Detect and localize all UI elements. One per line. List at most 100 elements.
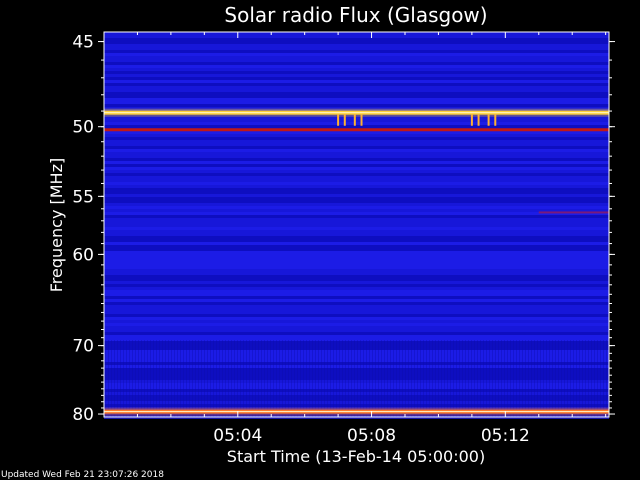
y-tick-label: 70	[72, 337, 94, 357]
frequency-band	[104, 53, 609, 56]
x-tick-label: 05:12	[481, 426, 530, 446]
frequency-band	[104, 143, 609, 146]
spike-marker	[487, 114, 490, 126]
emission-line-core	[104, 112, 609, 114]
frequency-band	[104, 56, 609, 59]
frequency-band	[104, 272, 609, 275]
frequency-band	[104, 224, 609, 227]
frequency-band	[104, 62, 609, 65]
spike-marker	[360, 114, 363, 126]
frequency-band	[104, 278, 609, 281]
frequency-band	[104, 122, 609, 125]
plot-frame	[103, 31, 610, 418]
frequency-band	[104, 185, 609, 188]
frequency-band	[104, 215, 609, 218]
frequency-band	[104, 125, 609, 128]
frequency-band	[104, 188, 609, 191]
frequency-band	[104, 146, 609, 149]
frequency-band	[104, 233, 609, 236]
frequency-band	[104, 137, 609, 140]
frequency-band	[104, 281, 609, 284]
frequency-band	[104, 269, 609, 272]
frequency-band	[104, 209, 609, 212]
y-axis: 45 50 55 60 70 80	[72, 33, 615, 425]
frequency-band	[104, 74, 609, 77]
spike-marker	[353, 114, 356, 126]
frequency-band	[104, 197, 609, 200]
plot-area	[103, 31, 610, 419]
frequency-band	[104, 317, 609, 320]
frequency-band	[104, 158, 609, 161]
spike-marker	[470, 114, 473, 126]
frequency-band	[104, 299, 609, 302]
frequency-band	[104, 83, 609, 86]
frequency-band	[104, 35, 609, 38]
frequency-band	[104, 296, 609, 299]
frequency-band	[104, 206, 609, 209]
frequency-band	[104, 65, 609, 68]
frequency-band	[104, 266, 609, 269]
frequency-band	[104, 179, 609, 182]
frequency-band	[104, 239, 609, 242]
noise-texture	[104, 340, 609, 417]
frequency-band	[104, 287, 609, 290]
frequency-band	[104, 314, 609, 317]
frequency-band	[104, 38, 609, 41]
emission-line	[538, 211, 609, 214]
frequency-band	[104, 119, 609, 122]
frequency-band	[104, 116, 609, 119]
frequency-band	[104, 104, 609, 107]
frequency-band	[104, 305, 609, 308]
y-tick-label: 80	[72, 405, 94, 425]
frequency-band	[104, 176, 609, 179]
x-axis: 05:04 05:08 05:12	[103, 32, 607, 446]
frequency-band	[104, 332, 609, 335]
frequency-band	[104, 242, 609, 245]
spike-markers	[337, 114, 497, 126]
frequency-band	[104, 95, 609, 98]
frequency-band	[104, 80, 609, 83]
emission-line-core	[104, 411, 609, 413]
frequency-band	[104, 86, 609, 89]
frequency-band	[104, 170, 609, 173]
frequency-band	[104, 41, 609, 44]
frequency-band	[104, 275, 609, 278]
frequency-band	[104, 161, 609, 164]
frequency-band	[104, 335, 609, 338]
frequency-band	[104, 236, 609, 239]
frequency-band	[104, 191, 609, 194]
frequency-band	[104, 47, 609, 50]
frequency-band	[104, 326, 609, 329]
frequency-band	[104, 251, 609, 254]
y-tick-label: 55	[72, 187, 94, 207]
frequency-band	[104, 173, 609, 176]
frequency-band	[104, 140, 609, 143]
frequency-band	[104, 89, 609, 92]
frequency-band	[104, 260, 609, 263]
frequency-band	[104, 32, 609, 35]
frequency-band	[104, 248, 609, 251]
updated-timestamp: Updated Wed Feb 21 23:07:26 2018	[1, 470, 164, 480]
x-axis-label: Start Time (13-Feb-14 05:00:00)	[227, 447, 485, 466]
spike-marker	[494, 114, 497, 126]
frequency-band	[104, 44, 609, 47]
frequency-band	[104, 290, 609, 293]
frequency-band	[104, 98, 609, 101]
y-tick-label: 45	[72, 33, 94, 53]
frequency-band	[104, 92, 609, 95]
frequency-band	[104, 200, 609, 203]
frequency-band	[104, 320, 609, 323]
frequency-band	[104, 152, 609, 155]
y-tick-label: 50	[72, 118, 94, 138]
frequency-band	[104, 59, 609, 62]
emission-lines	[104, 108, 609, 416]
frequency-band	[104, 101, 609, 104]
frequency-band	[104, 263, 609, 266]
frequency-band	[104, 203, 609, 206]
frequency-band	[104, 284, 609, 287]
frequency-band	[104, 218, 609, 221]
frequency-band	[104, 167, 609, 170]
frequency-band	[104, 194, 609, 197]
frequency-band	[104, 257, 609, 260]
